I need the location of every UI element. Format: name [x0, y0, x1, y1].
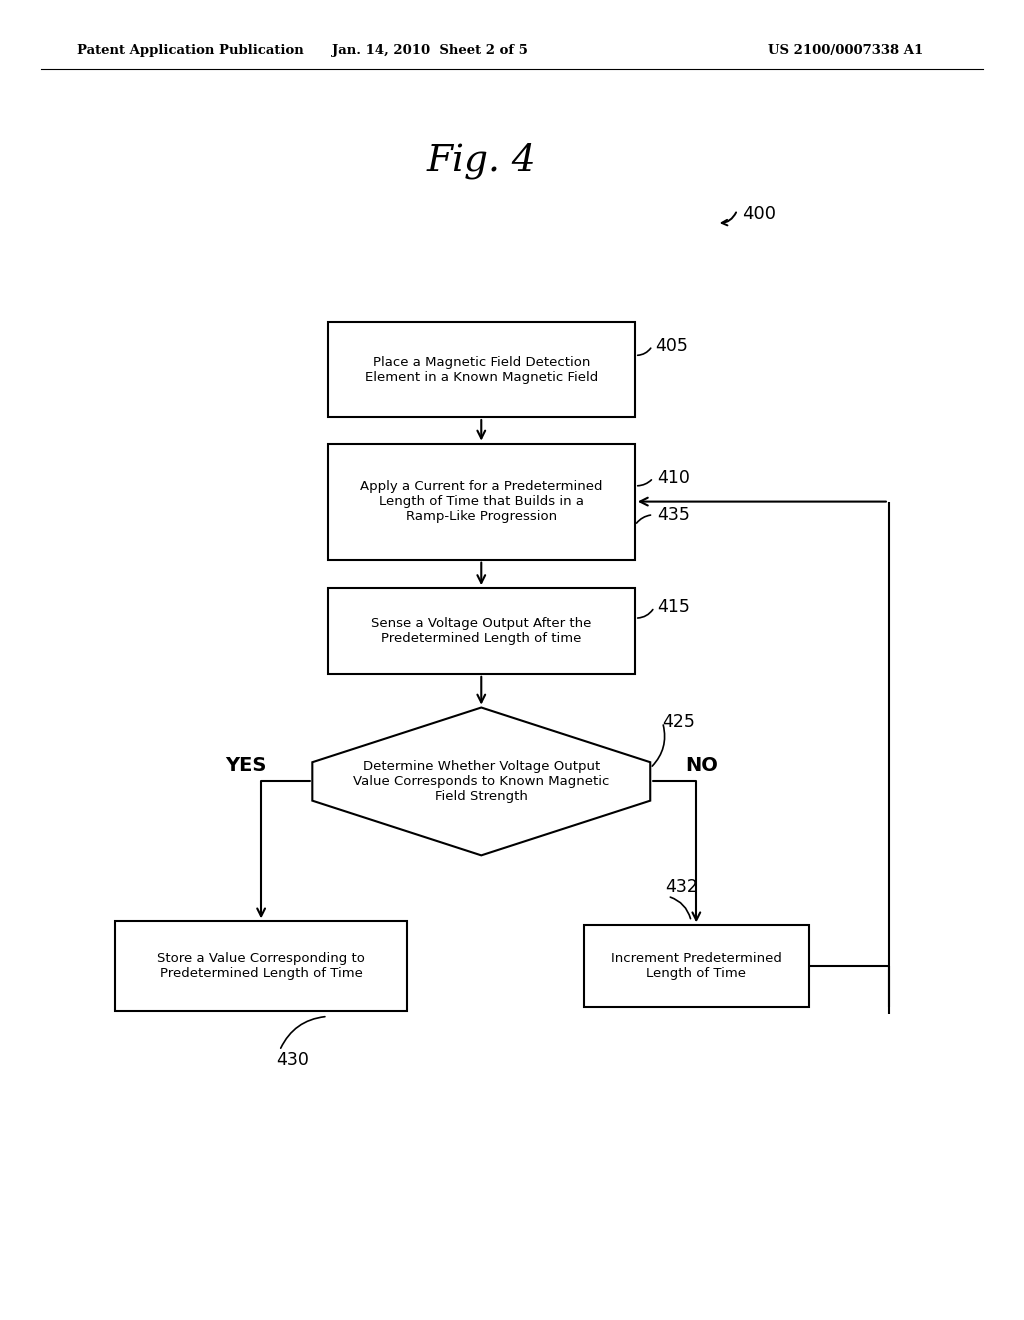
Text: 415: 415 [657, 598, 690, 616]
Text: 410: 410 [657, 469, 690, 487]
Text: Sense a Voltage Output After the
Predetermined Length of time: Sense a Voltage Output After the Predete… [371, 616, 592, 645]
FancyBboxPatch shape [328, 589, 635, 673]
Text: 405: 405 [655, 337, 688, 355]
Text: 400: 400 [742, 205, 776, 223]
Text: Apply a Current for a Predetermined
Length of Time that Builds in a
Ramp-Like Pr: Apply a Current for a Predetermined Leng… [360, 480, 602, 523]
FancyBboxPatch shape [584, 925, 809, 1007]
Text: 432: 432 [666, 878, 698, 896]
Text: Place a Magnetic Field Detection
Element in a Known Magnetic Field: Place a Magnetic Field Detection Element… [365, 355, 598, 384]
Text: YES: YES [225, 756, 266, 775]
Text: 425: 425 [663, 713, 695, 731]
FancyBboxPatch shape [328, 322, 635, 417]
FancyBboxPatch shape [328, 444, 635, 560]
Text: 430: 430 [276, 1051, 309, 1069]
Text: Store a Value Corresponding to
Predetermined Length of Time: Store a Value Corresponding to Predeterm… [157, 952, 366, 981]
Text: Patent Application Publication: Patent Application Publication [77, 44, 303, 57]
Text: Jan. 14, 2010  Sheet 2 of 5: Jan. 14, 2010 Sheet 2 of 5 [332, 44, 528, 57]
Text: US 2100/0007338 A1: US 2100/0007338 A1 [768, 44, 924, 57]
Polygon shape [312, 708, 650, 855]
Text: Determine Whether Voltage Output
Value Corresponds to Known Magnetic
Field Stren: Determine Whether Voltage Output Value C… [353, 760, 609, 803]
Text: Increment Predetermined
Length of Time: Increment Predetermined Length of Time [611, 952, 781, 981]
Text: NO: NO [685, 756, 718, 775]
Text: 435: 435 [657, 506, 690, 524]
Text: Fig. 4: Fig. 4 [426, 143, 537, 180]
FancyBboxPatch shape [116, 921, 407, 1011]
